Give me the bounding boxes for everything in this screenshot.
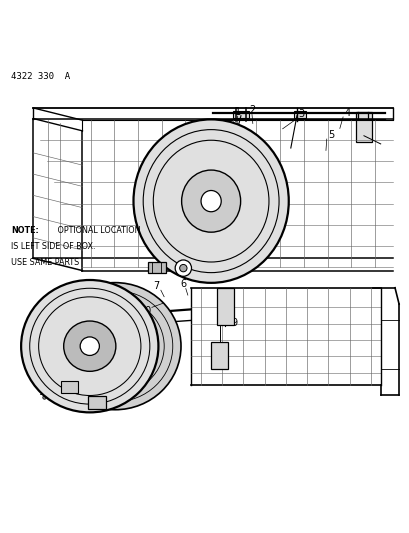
- Text: 4322 330  A: 4322 330 A: [11, 72, 70, 81]
- Ellipse shape: [80, 337, 99, 356]
- Text: NOTE:: NOTE:: [11, 227, 38, 236]
- Text: 13: 13: [38, 387, 51, 398]
- Bar: [293, 111, 306, 118]
- Ellipse shape: [21, 280, 158, 413]
- Bar: [217, 288, 234, 325]
- Bar: [232, 111, 249, 118]
- Text: 5: 5: [327, 130, 333, 140]
- Text: 10: 10: [139, 305, 151, 316]
- Ellipse shape: [133, 119, 288, 283]
- Bar: [88, 395, 106, 409]
- Bar: [355, 112, 371, 142]
- Text: 6: 6: [180, 279, 187, 289]
- Ellipse shape: [181, 170, 240, 232]
- Bar: [211, 342, 228, 369]
- Text: USE SAME PARTS: USE SAME PARTS: [11, 257, 79, 266]
- Text: 1: 1: [234, 107, 240, 117]
- Text: 8: 8: [225, 291, 231, 301]
- Circle shape: [175, 260, 191, 276]
- Text: 4: 4: [343, 108, 349, 118]
- Text: OPTIONAL LOCATION: OPTIONAL LOCATION: [55, 227, 140, 236]
- Text: IS LEFT SIDE OF BOX.: IS LEFT SIDE OF BOX.: [11, 242, 95, 251]
- Bar: [147, 262, 165, 273]
- Text: 7: 7: [153, 281, 160, 291]
- Text: 3: 3: [297, 109, 303, 119]
- Text: 2: 2: [248, 106, 254, 116]
- Bar: [152, 262, 161, 273]
- Text: 12: 12: [55, 381, 67, 391]
- Ellipse shape: [200, 190, 221, 212]
- Bar: [61, 381, 77, 393]
- Text: 11: 11: [104, 401, 116, 411]
- Ellipse shape: [49, 282, 180, 410]
- Circle shape: [179, 264, 187, 272]
- Text: 9: 9: [231, 318, 237, 328]
- Ellipse shape: [63, 321, 116, 372]
